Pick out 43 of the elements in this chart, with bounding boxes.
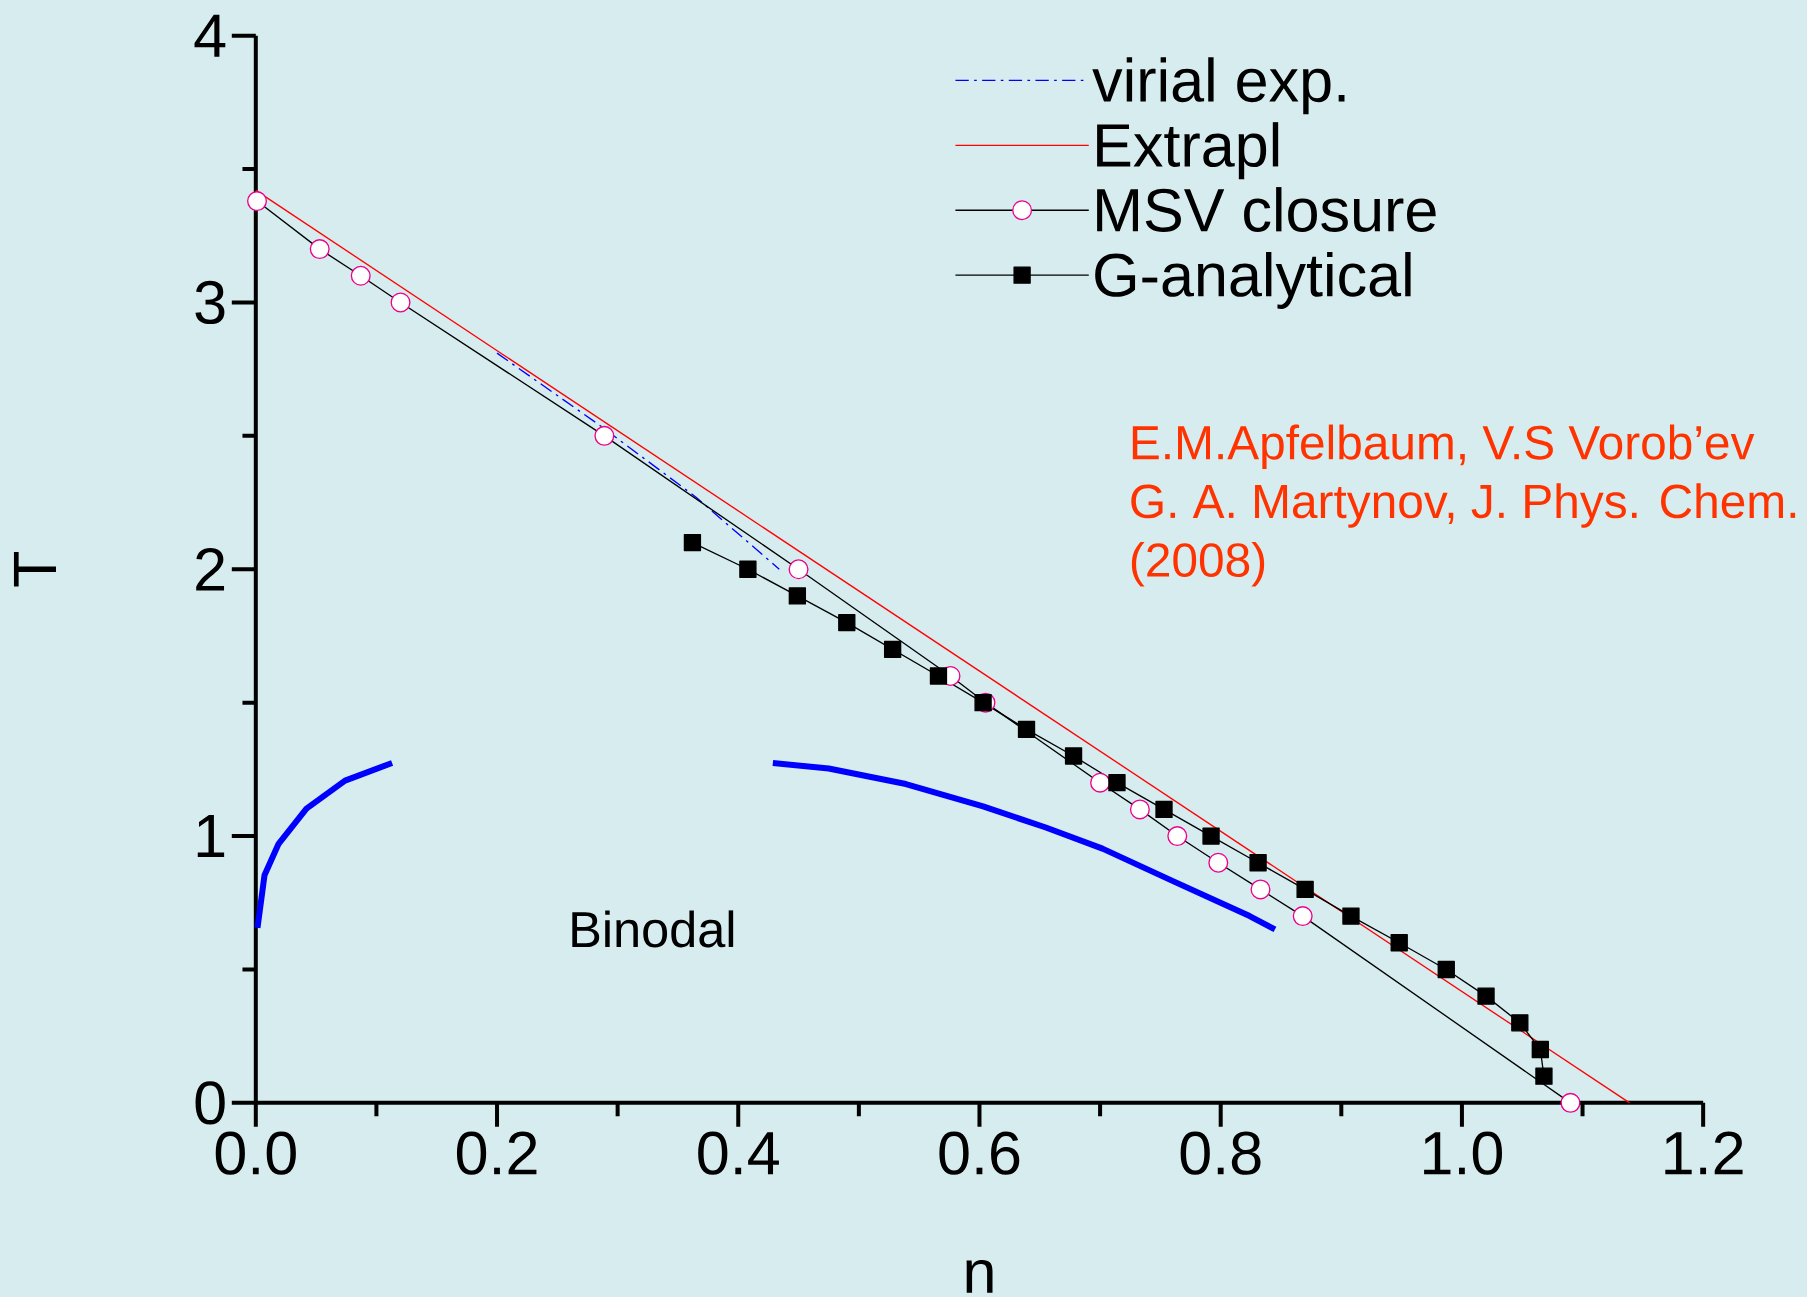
y-tick-label: 2 [196, 547, 225, 591]
point [1108, 774, 1126, 792]
point [1477, 987, 1495, 1005]
point [838, 613, 856, 632]
x-tick-label: 1.2 [1665, 1131, 1743, 1175]
annotation: G. A. Martynov, J. Phys. Chem. [1131, 483, 1796, 528]
legend-label: MSV closure [1097, 187, 1436, 232]
y-tick-label: 1 [197, 815, 225, 858]
x-tick-label: 0.0 [215, 1131, 296, 1175]
point [1249, 854, 1267, 872]
y-tick-label: 0 [195, 1081, 225, 1125]
x-tick-label: 0.8 [1180, 1131, 1261, 1175]
annotation: (2008) [1131, 541, 1265, 587]
point [1017, 720, 1036, 739]
point [1390, 934, 1408, 952]
point [1202, 827, 1220, 845]
x-tick-label: 0.6 [939, 1131, 1020, 1175]
point [1531, 1040, 1549, 1059]
point [1535, 1067, 1553, 1085]
point [1437, 960, 1455, 979]
point [1511, 1014, 1529, 1032]
point [1064, 747, 1083, 765]
point [788, 587, 807, 605]
x-tick-label: 1.0 [1424, 1131, 1503, 1175]
annotation: Binodal [572, 910, 734, 948]
legend-label: Extrapl [1097, 122, 1279, 180]
point [683, 533, 702, 552]
y-tick-label: 4 [194, 14, 226, 57]
point [739, 560, 757, 578]
y-axis-title: T [13, 552, 56, 587]
point [883, 640, 902, 658]
x-tick-label: 0.2 [456, 1131, 537, 1175]
line-series [496, 352, 780, 570]
annotation: E.M.Apfelbaum, V.S Vorob’ev [1132, 424, 1755, 470]
point [1342, 907, 1360, 925]
y-tick-label: 3 [195, 280, 225, 325]
point [1155, 800, 1173, 819]
point [1296, 880, 1314, 899]
point [929, 667, 948, 685]
legend-label: G-analytical [1095, 252, 1411, 309]
legend-label: virial exp. [1092, 57, 1345, 115]
x-tick-label: 0.4 [698, 1131, 779, 1175]
x-axis-title: n [966, 1259, 993, 1293]
